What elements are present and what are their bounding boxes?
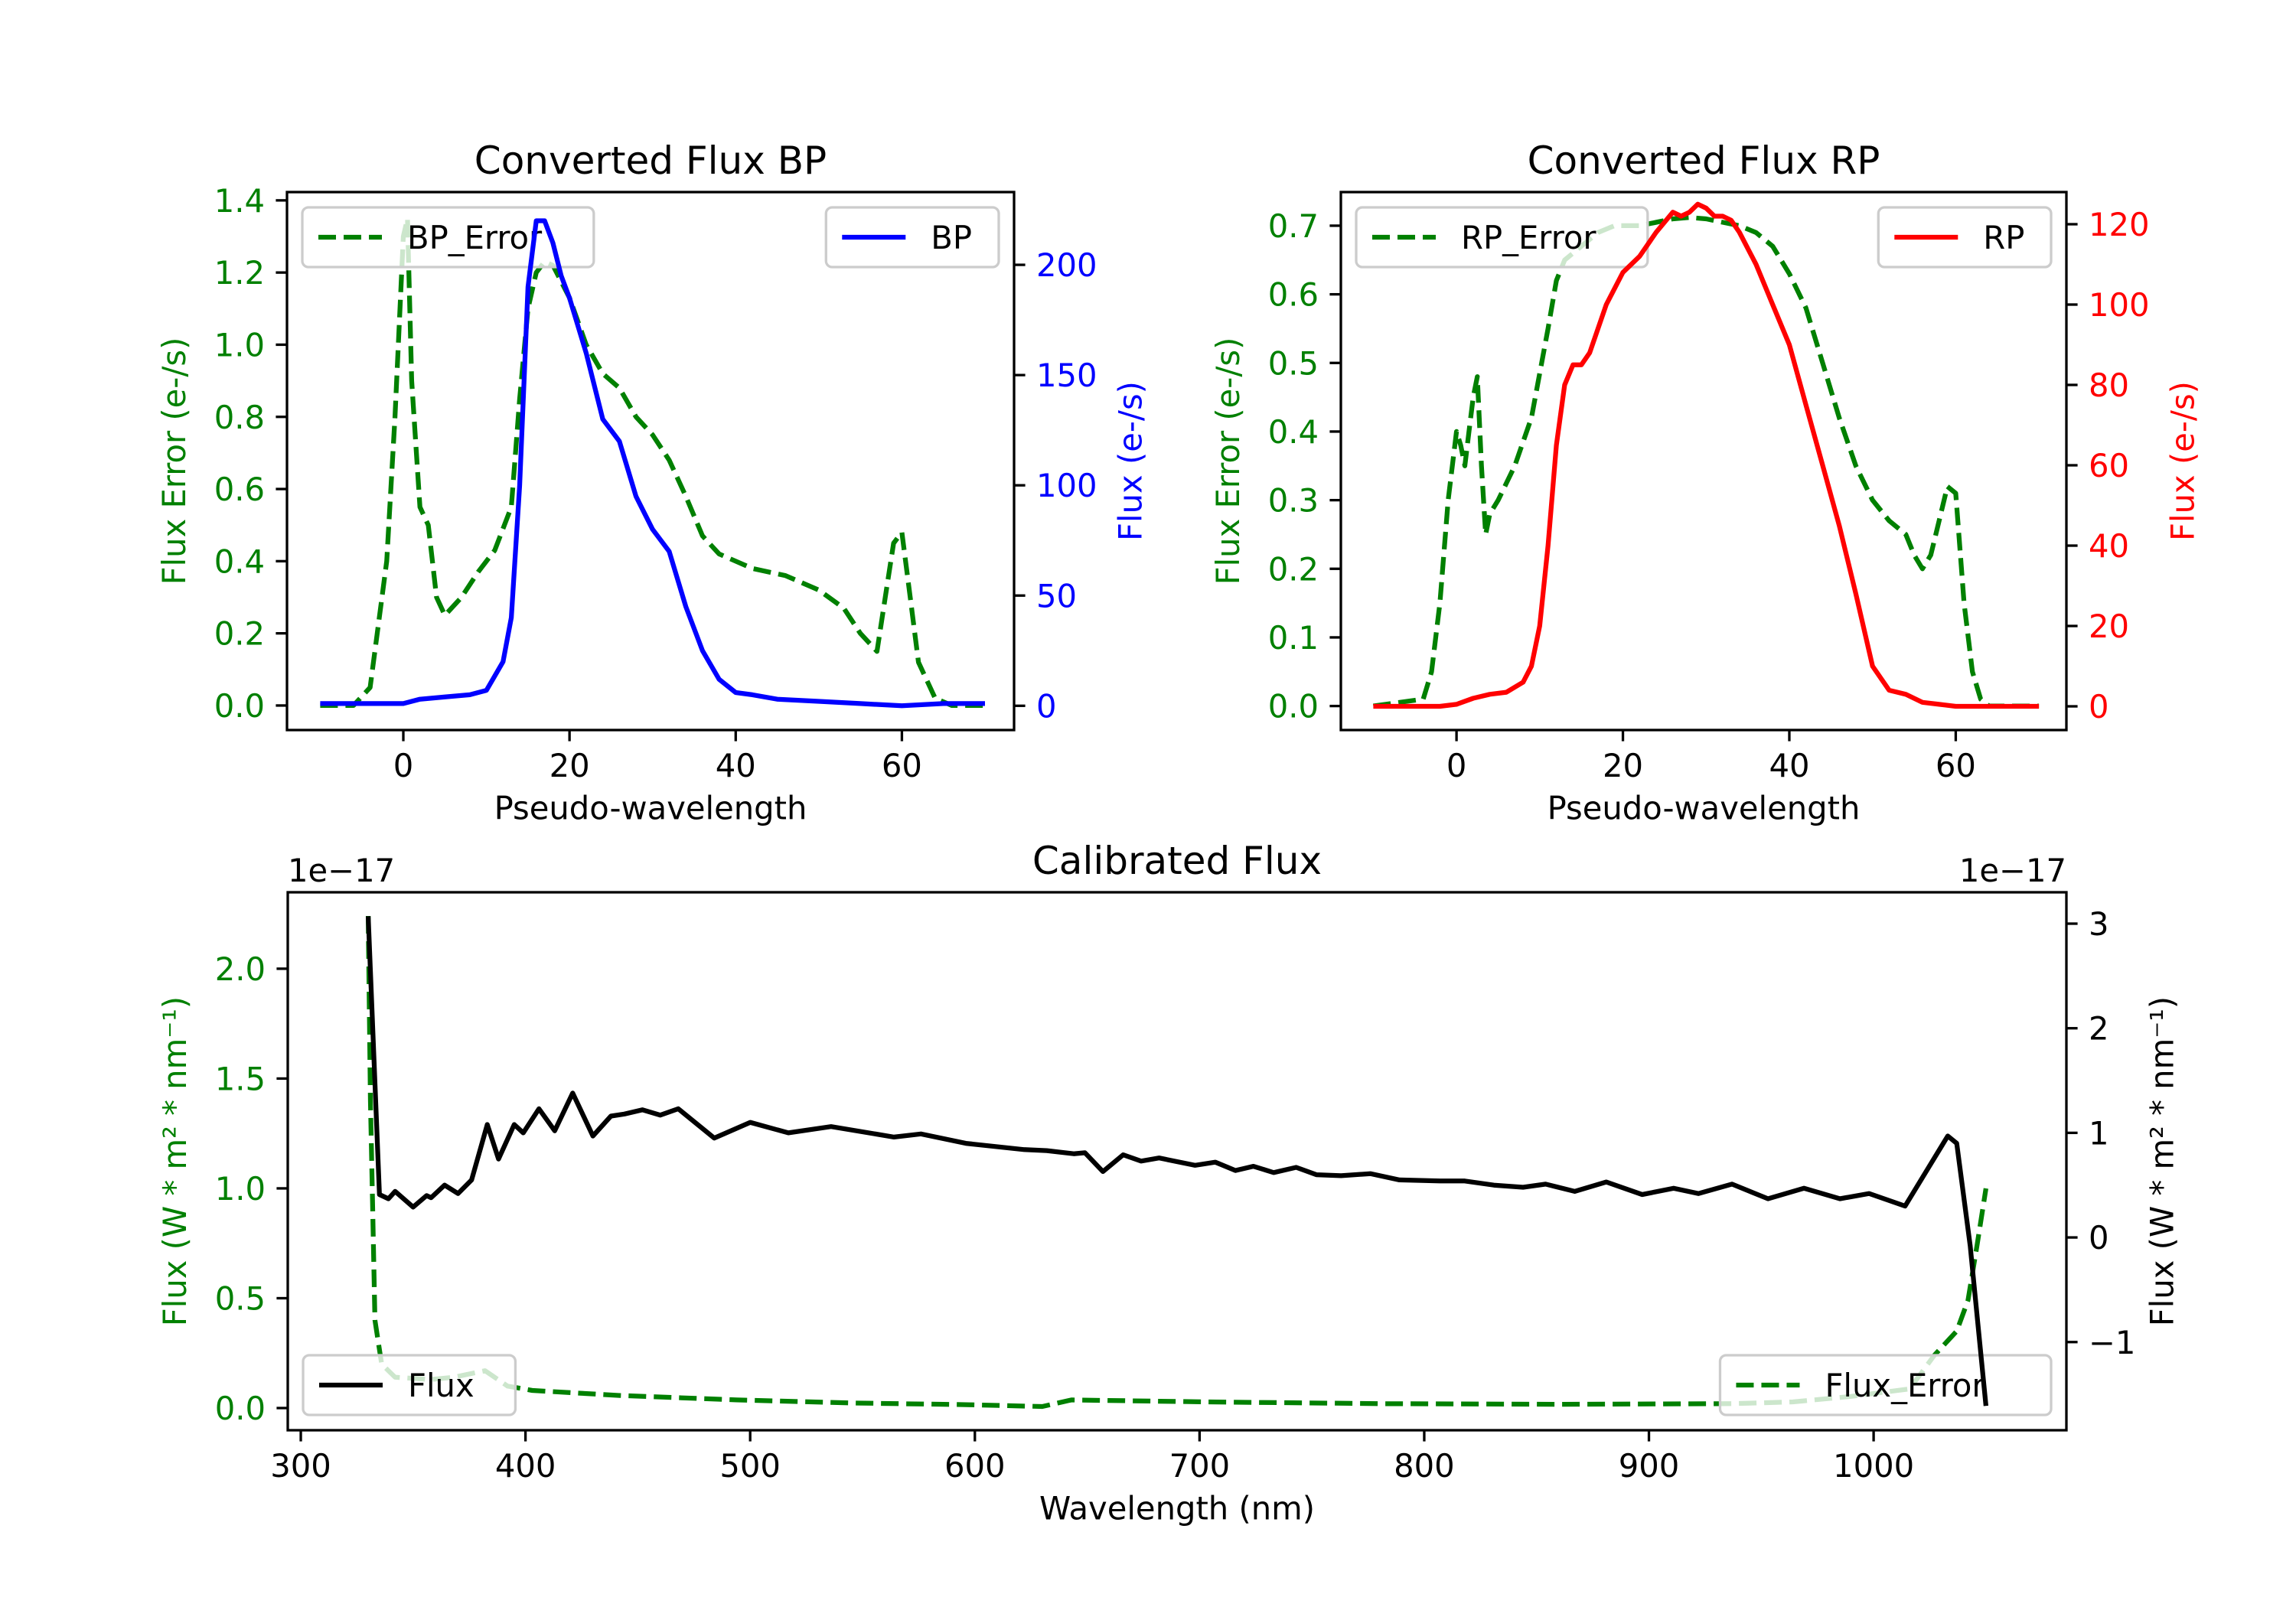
left-y-tick-label: 0.4 <box>214 543 265 580</box>
chart-title: Converted Flux BP <box>475 139 827 183</box>
right-offset-text: 1e−17 <box>1959 852 2066 889</box>
legend-box <box>301 206 595 269</box>
right-y-tick-label: −1 <box>2089 1324 2135 1361</box>
right-y-tick-label: 100 <box>2089 286 2150 324</box>
right-y-axis-label: Flux (W * m² * nm⁻¹) <box>2144 996 2181 1326</box>
left-y-tick-label: 0.5 <box>215 1279 266 1317</box>
right-y-tick-label: 50 <box>1036 577 1077 614</box>
right-y-tick-label: 0 <box>1036 687 1057 725</box>
axes-frame <box>285 191 1016 732</box>
x-tick-label: 300 <box>270 1447 331 1485</box>
right-y-tick-label: 3 <box>2089 905 2109 943</box>
legend-label: BP_Error <box>407 219 543 256</box>
series-line-flux <box>365 916 1989 1407</box>
left-y-tick-label: 0.4 <box>1268 413 1319 451</box>
x-axis-label: Pseudo-wavelength <box>494 789 807 826</box>
series-line-rp-error <box>1372 215 2040 709</box>
legend-rp: RP <box>1877 206 2053 269</box>
right-y-tick-label: 120 <box>2089 206 2150 243</box>
series-line-bp-error <box>320 216 985 709</box>
chart-title: Converted Flux RP <box>1528 139 1880 183</box>
legend-bp: BP <box>824 206 1000 269</box>
left-y-tick-label: 1.0 <box>215 1170 266 1208</box>
right-y-tick-label: 100 <box>1036 467 1097 504</box>
legend-box <box>1355 206 1649 269</box>
left-y-tick-label: 1.0 <box>214 326 265 363</box>
legend-box <box>1718 1354 2053 1416</box>
right-y-tick-label: 200 <box>1036 246 1097 284</box>
x-tick-label: 600 <box>944 1447 1006 1485</box>
right-y-tick-label: 60 <box>2089 447 2129 484</box>
right-y-tick-label: 0 <box>2089 688 2109 725</box>
left-y-tick-label: 0.0 <box>1268 688 1319 725</box>
chart-0: Converted Flux BP 0 20 40 60 Pseudo-wavelengt… <box>155 139 1149 826</box>
legend-box <box>1877 206 2053 269</box>
right-y-axis-label: Flux (e-/s) <box>2164 381 2201 541</box>
left-y-tick-label: 0.2 <box>1268 550 1319 588</box>
x-tick-label: 20 <box>550 747 590 784</box>
x-tick-label: 800 <box>1394 1447 1455 1485</box>
left-offset-text: 1e−17 <box>288 852 395 889</box>
x-tick-label: 40 <box>716 747 756 784</box>
left-y-tick-label: 0.6 <box>214 471 265 508</box>
left-y-axis-label: Flux Error (e-/s) <box>155 337 193 585</box>
left-y-tick-label: 1.5 <box>215 1060 266 1097</box>
axes-frame <box>1339 191 2068 732</box>
legend-box <box>824 206 1000 269</box>
legend-bp-error: BP_Error <box>301 206 595 269</box>
left-y-tick-label: 0.7 <box>1268 207 1319 245</box>
series-line-bp <box>320 218 985 709</box>
legend-label: RP_Error <box>1461 219 1596 256</box>
right-y-tick-label: 0 <box>2089 1219 2109 1257</box>
left-y-tick-label: 0.8 <box>214 399 265 436</box>
chart-1: Converted Flux RP 0 20 40 60 Pseudo-wavelengt… <box>1209 139 2201 826</box>
x-tick-label: 40 <box>1769 747 1809 784</box>
x-tick-label: 700 <box>1169 1447 1231 1485</box>
left-y-tick-label: 1.4 <box>214 182 265 220</box>
left-y-tick-label: 0.0 <box>214 687 265 725</box>
x-axis-label: Wavelength (nm) <box>1039 1489 1315 1527</box>
right-y-tick-label: 40 <box>2089 527 2129 565</box>
legend-flux: Flux <box>302 1354 517 1416</box>
legend-flux-error: Flux_Error <box>1718 1354 2053 1416</box>
x-tick-label: 60 <box>1936 747 1976 784</box>
left-y-tick-label: 0.3 <box>1268 482 1319 520</box>
x-tick-label: 900 <box>1619 1447 1680 1485</box>
right-y-axis-label: Flux (e-/s) <box>1111 381 1149 541</box>
x-tick-label: 400 <box>495 1447 556 1485</box>
right-y-tick-label: 80 <box>2089 367 2129 404</box>
left-y-axis-label: Flux (W * m² * nm⁻¹) <box>156 996 194 1326</box>
left-y-tick-label: 1.2 <box>214 254 265 292</box>
right-y-tick-label: 150 <box>1036 357 1097 394</box>
chart-2: Calibrated Flux 300 400 500 600 700 800 900 1000… <box>156 839 2181 1527</box>
legend-label: BP <box>931 219 972 256</box>
right-y-tick-label: 2 <box>2089 1010 2109 1048</box>
legend-label: RP <box>1983 219 2024 256</box>
chart-title: Calibrated Flux <box>1032 839 1322 883</box>
right-y-tick-label: 1 <box>2089 1114 2109 1152</box>
x-axis-label: Pseudo-wavelength <box>1548 789 1861 826</box>
legend-box <box>302 1354 517 1416</box>
left-y-axis-label: Flux Error (e-/s) <box>1209 337 1247 585</box>
x-tick-label: 500 <box>719 1447 781 1485</box>
left-y-tick-label: 0.5 <box>1268 344 1319 382</box>
left-y-tick-label: 2.0 <box>215 950 266 988</box>
left-y-tick-label: 0.6 <box>1268 276 1319 314</box>
legend-rp-error: RP_Error <box>1355 206 1649 269</box>
legend-label: Flux <box>408 1367 475 1404</box>
x-tick-label: 60 <box>882 747 922 784</box>
left-y-tick-label: 0.0 <box>215 1390 266 1427</box>
x-tick-label: 20 <box>1603 747 1643 784</box>
x-tick-label: 1000 <box>1833 1447 1914 1485</box>
x-tick-label: 0 <box>1446 747 1467 784</box>
left-y-tick-label: 0.1 <box>1268 619 1319 657</box>
series-line-rp <box>1373 201 2040 709</box>
x-tick-label: 0 <box>393 747 414 784</box>
left-y-tick-label: 0.2 <box>214 615 265 653</box>
right-y-tick-label: 20 <box>2089 608 2129 645</box>
axes-frame <box>286 891 2068 1432</box>
legend-label: Flux_Error <box>1825 1367 1985 1404</box>
